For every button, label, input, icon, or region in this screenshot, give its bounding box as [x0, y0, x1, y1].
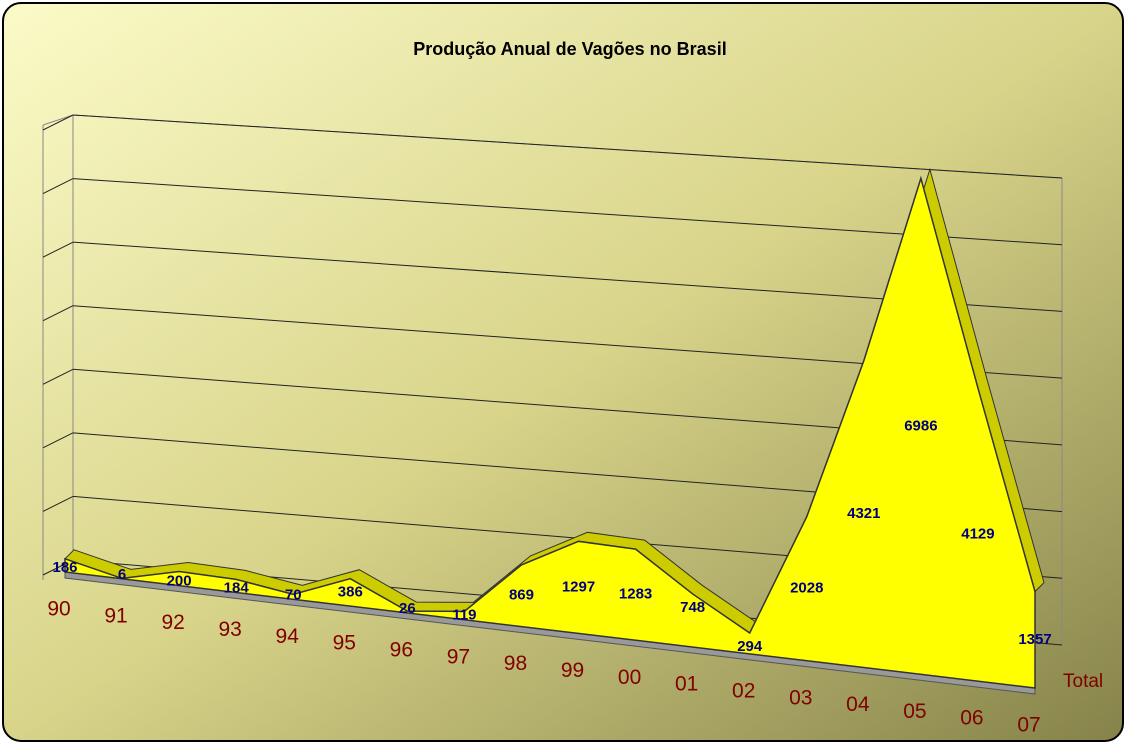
data-label: 6986: [904, 417, 937, 434]
series-label: Total: [1063, 671, 1103, 692]
x-tick-label: 01: [675, 673, 698, 696]
data-label: 294: [737, 638, 763, 655]
data-label: 119: [452, 607, 476, 624]
grid-line-side: [42, 241, 74, 258]
data-label: 869: [509, 587, 534, 604]
x-tick-label: 91: [104, 604, 127, 627]
x-tick-label: 94: [276, 625, 300, 648]
data-label: 2028: [790, 580, 823, 597]
data-label: 1297: [562, 578, 595, 595]
data-label: 26: [399, 600, 416, 617]
x-tick-label: 93: [218, 618, 241, 641]
x-tick-label: 97: [447, 645, 470, 668]
data-label: 186: [52, 559, 77, 576]
x-tick-label: 90: [47, 598, 70, 621]
x-tick-label: 07: [1017, 714, 1040, 737]
data-label: 748: [680, 599, 705, 616]
area: [64, 175, 1036, 689]
data-label: 200: [167, 573, 192, 590]
data-label: 6: [118, 566, 126, 583]
data-label: 70: [285, 586, 302, 603]
x-tick-label: 98: [504, 652, 527, 675]
grid-line-side: [42, 305, 74, 322]
grid-line-side: [42, 495, 74, 512]
grid-line-side: [42, 178, 74, 195]
x-tick-label: 03: [789, 686, 812, 709]
data-label: 386: [338, 584, 363, 601]
x-tick-label: 04: [846, 693, 870, 716]
x-tick-label: 06: [960, 707, 983, 730]
grid-line-side: [42, 368, 74, 385]
x-tick-label: 00: [618, 666, 641, 689]
data-label: 1357: [1018, 631, 1051, 648]
x-tick-label: 99: [561, 659, 584, 682]
grid-line-side: [42, 114, 74, 131]
data-label: 4321: [847, 505, 880, 522]
x-tick-label: 02: [732, 679, 755, 702]
data-label: 184: [224, 579, 250, 596]
data-label: 4129: [961, 526, 994, 543]
x-tick-label: 95: [333, 632, 356, 655]
grid-line-side: [42, 432, 74, 449]
grid-line: [72, 178, 1063, 246]
x-tick-label: 05: [903, 700, 926, 723]
grid-line: [72, 114, 1063, 179]
chart-title: Produção Anual de Vagões no Brasil: [413, 39, 726, 59]
x-tick-label: 92: [161, 611, 184, 634]
data-label: 1283: [619, 586, 652, 603]
x-tick-label: 96: [390, 638, 413, 661]
